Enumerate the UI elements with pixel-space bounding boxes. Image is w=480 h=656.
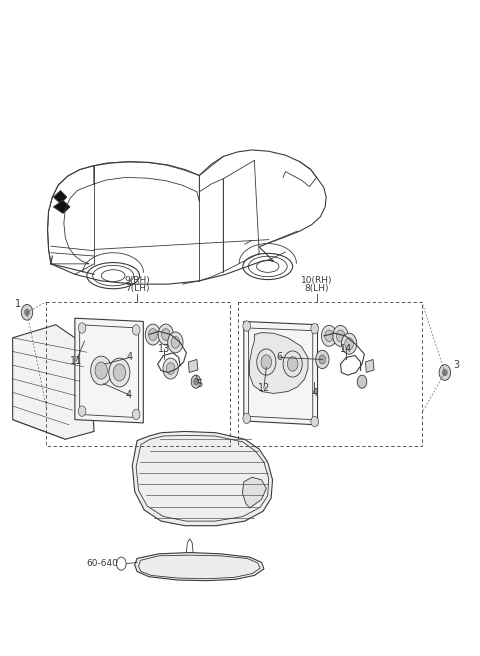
Circle shape bbox=[243, 321, 251, 331]
Circle shape bbox=[243, 413, 251, 424]
Circle shape bbox=[311, 323, 319, 334]
Text: 10(RH): 10(RH) bbox=[301, 276, 332, 285]
Text: 11: 11 bbox=[70, 356, 83, 366]
Circle shape bbox=[193, 379, 198, 385]
Circle shape bbox=[24, 309, 29, 316]
Text: 13: 13 bbox=[158, 344, 170, 354]
Circle shape bbox=[109, 358, 130, 387]
Polygon shape bbox=[135, 552, 264, 581]
Polygon shape bbox=[132, 432, 273, 525]
Circle shape bbox=[322, 325, 336, 346]
Circle shape bbox=[145, 324, 160, 345]
Circle shape bbox=[132, 325, 140, 335]
Circle shape bbox=[257, 349, 276, 375]
Polygon shape bbox=[244, 321, 318, 425]
Circle shape bbox=[163, 358, 178, 379]
Text: 1: 1 bbox=[15, 299, 22, 310]
Text: 4: 4 bbox=[127, 352, 133, 363]
Circle shape bbox=[113, 364, 126, 381]
Circle shape bbox=[283, 351, 302, 377]
Text: 5: 5 bbox=[196, 379, 203, 388]
Text: 9(RH): 9(RH) bbox=[124, 276, 150, 285]
Circle shape bbox=[261, 355, 272, 369]
Text: 8(LH): 8(LH) bbox=[304, 284, 329, 293]
Circle shape bbox=[288, 357, 298, 371]
Circle shape bbox=[324, 330, 333, 342]
Circle shape bbox=[319, 355, 325, 364]
Polygon shape bbox=[75, 318, 144, 423]
Circle shape bbox=[78, 323, 86, 333]
Text: 4: 4 bbox=[311, 388, 317, 398]
Circle shape bbox=[161, 329, 170, 340]
Text: 14: 14 bbox=[340, 344, 352, 354]
Circle shape bbox=[311, 417, 319, 427]
Text: 12: 12 bbox=[258, 383, 270, 393]
Text: 6: 6 bbox=[276, 352, 282, 363]
Circle shape bbox=[357, 375, 367, 388]
Circle shape bbox=[158, 324, 173, 345]
Circle shape bbox=[341, 333, 357, 354]
Circle shape bbox=[439, 365, 451, 380]
Circle shape bbox=[91, 356, 112, 385]
Circle shape bbox=[333, 325, 348, 346]
Circle shape bbox=[95, 362, 108, 379]
Text: 3: 3 bbox=[453, 359, 459, 370]
Circle shape bbox=[166, 363, 175, 375]
Polygon shape bbox=[365, 359, 374, 373]
Circle shape bbox=[149, 329, 157, 340]
Circle shape bbox=[336, 330, 345, 342]
Polygon shape bbox=[53, 190, 67, 203]
Circle shape bbox=[21, 304, 33, 320]
Circle shape bbox=[443, 369, 447, 376]
Text: 60-640: 60-640 bbox=[86, 559, 118, 568]
Circle shape bbox=[191, 375, 201, 388]
Polygon shape bbox=[188, 359, 198, 373]
Polygon shape bbox=[242, 478, 266, 508]
Circle shape bbox=[171, 337, 180, 348]
Circle shape bbox=[316, 350, 329, 369]
Circle shape bbox=[78, 406, 86, 417]
Polygon shape bbox=[53, 200, 70, 213]
Polygon shape bbox=[250, 333, 308, 394]
Circle shape bbox=[132, 409, 140, 420]
Text: 7(LH): 7(LH) bbox=[125, 284, 149, 293]
Circle shape bbox=[345, 338, 353, 350]
Text: 4: 4 bbox=[126, 390, 132, 400]
Circle shape bbox=[168, 332, 183, 353]
Polygon shape bbox=[12, 325, 94, 440]
